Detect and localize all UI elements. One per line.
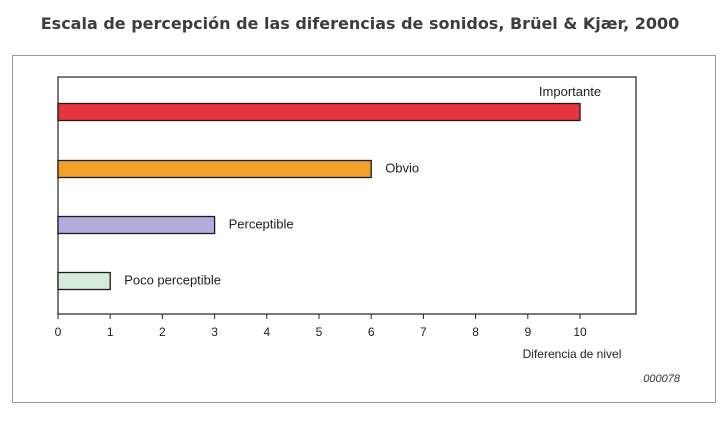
- bar-obvio: [57, 159, 372, 179]
- x-tick-label: 4: [263, 325, 270, 339]
- bar-label-poco-perceptible: Poco perceptible: [124, 272, 221, 287]
- x-tick-label: 9: [524, 325, 531, 339]
- bar-importante: [57, 102, 581, 122]
- bar-label-importante: Importante: [539, 84, 601, 99]
- bar-perceptible: [57, 215, 216, 235]
- x-axis-label: Diferencia de nivel: [523, 347, 622, 361]
- x-tick-label: 2: [159, 325, 166, 339]
- bar-label-background: [522, 81, 630, 100]
- x-tick-label: 3: [211, 325, 218, 339]
- x-tick-label: 10: [573, 325, 587, 339]
- x-tick-label: 0: [55, 325, 62, 339]
- x-tick-label: 1: [107, 325, 114, 339]
- figure-code: 000078: [643, 373, 681, 385]
- bar-label-obvio: Obvio: [385, 160, 419, 175]
- x-tick-label: 6: [368, 325, 375, 339]
- plot-area: Importante Obvio Perceptible Poco perceptib…: [55, 76, 637, 339]
- figure-frame: [12, 55, 716, 403]
- bar-label-perceptible: Perceptible: [229, 216, 294, 231]
- bar-poco-perceptible: [57, 271, 111, 291]
- page-title: Escala de percepción de las diferencias …: [40, 14, 680, 33]
- x-tick-label: 5: [316, 325, 323, 339]
- x-tick-label: 8: [472, 325, 479, 339]
- x-tick-label: 7: [420, 325, 427, 339]
- plot-frame: [57, 76, 637, 315]
